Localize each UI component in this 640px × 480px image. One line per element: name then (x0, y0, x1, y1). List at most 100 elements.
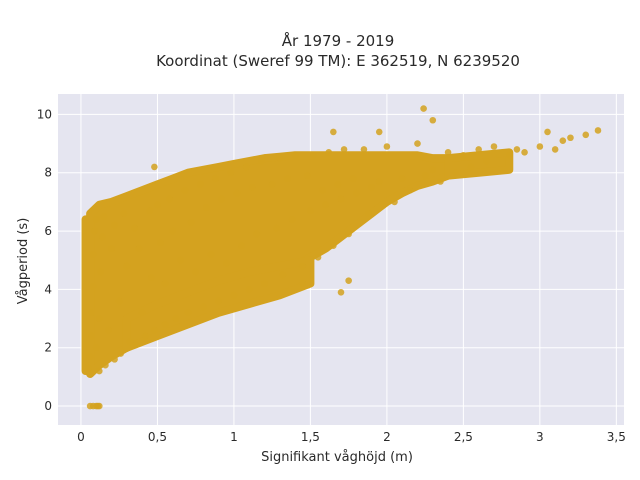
y-tick-label: 0 (44, 399, 52, 413)
data-point (85, 364, 92, 372)
data-point (288, 216, 296, 223)
x-axis-label: Signifikant våghöjd (m) (261, 450, 413, 465)
data-point (200, 303, 207, 311)
data-point (120, 210, 128, 217)
data-point (233, 189, 241, 197)
data-point (273, 224, 281, 232)
data-point (151, 326, 158, 334)
data-point (544, 128, 551, 136)
data-point (169, 227, 177, 235)
data-point (207, 251, 215, 258)
y-tick-label: 10 (37, 107, 52, 121)
data-point (105, 326, 112, 334)
data-point (157, 239, 164, 247)
data-point (513, 146, 521, 153)
data-point (594, 127, 602, 134)
data-point (279, 271, 287, 279)
data-point (177, 256, 184, 264)
data-point (299, 280, 307, 287)
data-point (227, 169, 235, 177)
data-point (444, 149, 452, 156)
data-point (383, 143, 391, 150)
data-point (222, 259, 230, 267)
data-point (429, 116, 437, 124)
data-point (322, 201, 330, 209)
data-point (330, 128, 337, 136)
data-point (192, 268, 199, 276)
data-point (483, 157, 490, 165)
data-point (261, 280, 268, 287)
x-tick-label: 3 (536, 430, 544, 444)
data-point (115, 297, 123, 305)
data-point (111, 356, 118, 363)
data-point (123, 262, 131, 270)
y-tick-label: 4 (44, 282, 52, 296)
data-point (368, 184, 375, 191)
data-point (521, 149, 528, 156)
data-point (89, 251, 97, 258)
data-point (148, 274, 155, 282)
data-point (96, 315, 103, 322)
data-point (421, 172, 429, 179)
data-point (437, 178, 444, 185)
x-tick-label: 2 (383, 430, 391, 444)
data-point (89, 283, 97, 290)
data-point (230, 291, 238, 299)
data-point (452, 169, 460, 177)
data-point (96, 367, 103, 375)
data-point (88, 309, 95, 317)
x-tick-label: 0,5 (148, 430, 167, 444)
data-point (91, 227, 99, 235)
x-tick-label: 1 (230, 430, 238, 444)
data-point (258, 157, 265, 165)
data-point (117, 350, 125, 357)
data-point (429, 166, 437, 174)
data-point (138, 309, 146, 317)
data-point (187, 219, 195, 226)
data-point (242, 163, 250, 171)
data-point (111, 221, 118, 229)
data-point (245, 286, 253, 293)
x-tick-label: 0 (77, 430, 85, 444)
chart-title-line-1: År 1979 - 2019 (282, 31, 395, 50)
data-point (215, 297, 222, 305)
data-point (420, 105, 427, 112)
data-point (146, 207, 154, 214)
data-point (102, 361, 109, 369)
data-point (567, 134, 574, 142)
data-point (108, 245, 115, 252)
data-point (151, 163, 158, 171)
data-point (490, 143, 498, 150)
data-point (161, 280, 169, 287)
data-point (559, 137, 567, 144)
data-point (340, 146, 348, 153)
data-point (391, 198, 398, 206)
data-point (268, 181, 276, 188)
data-point (141, 332, 149, 340)
data-point (94, 402, 102, 410)
data-point (307, 207, 314, 214)
data-point (345, 277, 352, 284)
data-point (253, 230, 261, 238)
data-point (97, 268, 105, 276)
data-point (126, 338, 134, 346)
data-point (88, 332, 95, 340)
y-axis-label: Vågperiod (s) (16, 218, 31, 305)
chart-title-line-2: Koordinat (Sweref 99 TM): E 362519, N 62… (156, 52, 520, 70)
x-tick-label: 2,5 (454, 430, 473, 444)
data-point (203, 204, 210, 212)
data-point (352, 189, 360, 197)
data-point (99, 233, 106, 241)
data-point (299, 262, 307, 270)
data-point (551, 146, 559, 153)
data-point (398, 175, 406, 182)
data-point (365, 210, 372, 217)
data-point (154, 201, 161, 209)
data-point (238, 242, 245, 249)
data-point (181, 186, 189, 194)
data-point (337, 289, 345, 296)
data-point (375, 128, 383, 136)
x-tick-label: 1,5 (301, 430, 320, 444)
data-point (460, 151, 467, 159)
